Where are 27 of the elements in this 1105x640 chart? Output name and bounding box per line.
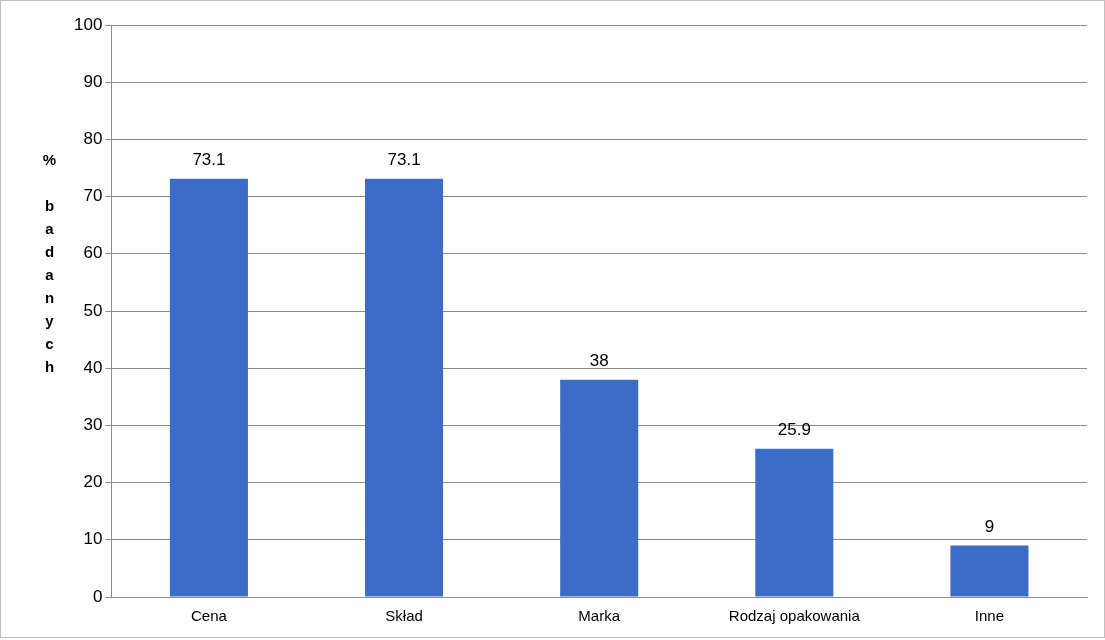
y-axis-title: % badanych [41, 151, 58, 381]
bar [950, 545, 1029, 597]
y-tick-label: 0 [92, 586, 103, 606]
y-tick-label: 100 [73, 14, 103, 34]
bar [365, 178, 444, 597]
x-tick-label: Inne [974, 607, 1005, 625]
y-tick-label: 70 [83, 186, 103, 206]
x-tick-label: Marka [578, 607, 621, 625]
x-tick-label: Rodzaj opakowania [728, 607, 861, 625]
x-tick-label: Skład [385, 607, 423, 625]
data-label: 25.9 [777, 420, 811, 440]
data-label: 9 [984, 516, 995, 536]
y-tick-label: 10 [83, 529, 103, 549]
y-tick-label: 40 [83, 357, 103, 377]
data-label: 73.1 [192, 150, 226, 170]
x-tick-label: Cena [191, 607, 228, 625]
data-label: 73.1 [387, 150, 421, 170]
y-tick-label: 80 [83, 129, 103, 149]
y-tick-label: 60 [83, 243, 103, 263]
y-tick-label: 30 [83, 415, 103, 435]
bar [560, 379, 639, 597]
y-tick-label: 90 [83, 71, 103, 91]
bar [755, 448, 834, 597]
y-tick-label: 50 [83, 300, 103, 320]
bar [169, 178, 248, 597]
data-label: 38 [589, 350, 609, 370]
y-tick-label: 20 [83, 472, 103, 492]
